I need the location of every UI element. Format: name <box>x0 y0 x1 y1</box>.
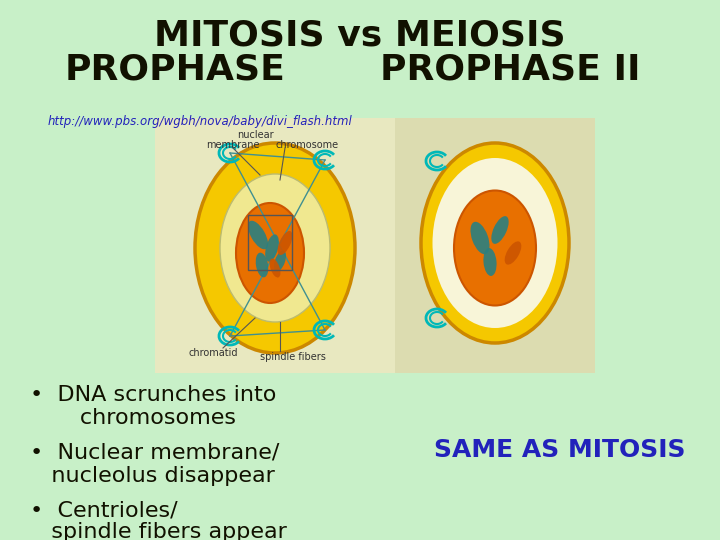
Text: PROPHASE II: PROPHASE II <box>379 52 640 86</box>
Ellipse shape <box>265 234 279 261</box>
Ellipse shape <box>278 231 292 255</box>
Text: nucleolus disappear: nucleolus disappear <box>30 466 275 486</box>
Ellipse shape <box>491 216 508 244</box>
Ellipse shape <box>433 158 557 328</box>
Ellipse shape <box>269 259 280 278</box>
Ellipse shape <box>256 253 269 278</box>
Ellipse shape <box>505 241 521 265</box>
Ellipse shape <box>274 251 286 272</box>
Bar <box>248 215 292 270</box>
Ellipse shape <box>220 174 330 322</box>
Text: spindle fibers: spindle fibers <box>260 352 326 362</box>
Text: •  Centrioles/: • Centrioles/ <box>30 501 178 521</box>
Ellipse shape <box>470 222 490 254</box>
Ellipse shape <box>248 221 268 249</box>
Text: MITOSIS vs MEIOSIS: MITOSIS vs MEIOSIS <box>154 18 566 52</box>
Text: spindle fibers appear: spindle fibers appear <box>30 522 287 540</box>
Bar <box>395 118 595 373</box>
Text: nuclear: nuclear <box>237 130 274 140</box>
Ellipse shape <box>236 203 304 303</box>
Text: PROPHASE: PROPHASE <box>65 52 285 86</box>
Text: membrane: membrane <box>206 140 260 150</box>
Bar <box>155 118 395 373</box>
Ellipse shape <box>454 191 536 306</box>
Text: chromatid: chromatid <box>188 348 238 358</box>
Ellipse shape <box>483 248 497 276</box>
Text: chromosomes: chromosomes <box>30 408 236 428</box>
Text: •  Nuclear membrane/: • Nuclear membrane/ <box>30 443 279 463</box>
Text: chromosome: chromosome <box>276 140 338 150</box>
Text: •  DNA scrunches into: • DNA scrunches into <box>30 385 276 405</box>
Text: SAME AS MITOSIS: SAME AS MITOSIS <box>434 438 685 462</box>
Ellipse shape <box>195 143 355 353</box>
Ellipse shape <box>421 143 569 343</box>
Text: http://www.pbs.org/wgbh/nova/baby/divi_flash.html: http://www.pbs.org/wgbh/nova/baby/divi_f… <box>48 115 353 128</box>
